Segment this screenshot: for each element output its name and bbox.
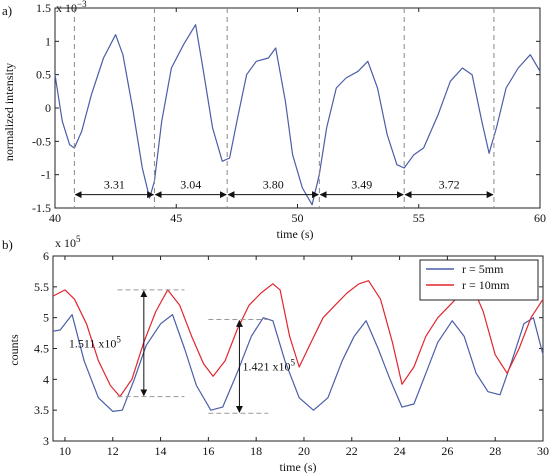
- y-tick-label: 5.5: [34, 280, 49, 294]
- x-tick-label: 55: [413, 211, 425, 225]
- y-tick-label: 0: [45, 101, 51, 115]
- panel-a-plot-area: 40 45 50 55 60 -1.5 -1 -0.5 0 0.5 1 1.5 3.31 3.04 3.80…: [32, 1, 546, 225]
- x-tick-label: 18: [250, 444, 262, 458]
- y-tick-label: 6: [43, 249, 49, 263]
- y-tick-label: 3: [43, 434, 49, 448]
- series-line-0: [52, 314, 544, 412]
- x-tick-label: 26: [441, 444, 453, 458]
- x-tick-label: 45: [170, 211, 182, 225]
- x-tick-label: 30: [537, 444, 549, 458]
- range-label: 1.421 x105: [242, 357, 295, 373]
- x-tick-label: 22: [346, 444, 358, 458]
- interval-label: 3.04: [180, 178, 201, 192]
- panel-a-label: a): [2, 3, 12, 18]
- panel-b-label: b): [2, 237, 13, 252]
- x-tick-label: 24: [394, 444, 406, 458]
- x-tick-label: 20: [298, 444, 310, 458]
- x-tick-label: 10: [59, 444, 71, 458]
- x-tick-label: 50: [292, 211, 304, 225]
- y-tick-label: 1.5: [36, 1, 51, 15]
- legend-box: [419, 259, 539, 301]
- interval-label: 3.49: [351, 178, 372, 192]
- y-tick-label: 4: [43, 372, 49, 386]
- y-tick-label: 0.5: [36, 68, 51, 82]
- y-tick-label: -0.5: [32, 134, 51, 148]
- x-tick-label: 12: [107, 444, 119, 458]
- legend: r = 5mm r = 10mm: [419, 259, 539, 301]
- panel-a-xlabel: time (s): [277, 227, 314, 241]
- interval-label: 3.31: [104, 178, 125, 192]
- interval-label: 3.72: [439, 178, 460, 192]
- panel-b-ylabel: counts: [7, 334, 21, 366]
- range-label: 1.511 x105: [69, 334, 122, 350]
- y-tick-label: 4.5: [34, 342, 49, 356]
- x-tick-label: 28: [489, 444, 501, 458]
- plot-frame: [54, 7, 541, 209]
- y-tick-label: -1: [41, 168, 51, 182]
- x-tick-label: 60: [534, 211, 546, 225]
- y-tick-label: -1.5: [32, 201, 51, 215]
- interval-label: 3.80: [263, 178, 284, 192]
- svg-text:normalized intensity: normalized intensity: [2, 63, 16, 161]
- x-tick-label: 40: [49, 211, 61, 225]
- x-tick-label: 14: [155, 444, 167, 458]
- panel-b-xlabel: time (s): [280, 460, 317, 473]
- panel-b: b) x 105 counts time (s) 10 12 14 16 18 20 22 2…: [2, 234, 549, 473]
- panel-a: a) x 10−3 normalized intensity time (s) …: [2, 0, 546, 241]
- panel-b-plot-area: 10 12 14 16 18 20 22 24 26 28 30 3 3.5 4 4.5 5 5.5 6 1.511…: [34, 249, 549, 458]
- panel-a-ylabel: normalized intensity: [2, 63, 16, 161]
- series-line-0: [54, 24, 541, 206]
- legend-label-1: r = 10mm: [462, 278, 510, 292]
- legend-label-0: r = 5mm: [462, 262, 504, 276]
- y-tick-label: 1: [45, 34, 51, 48]
- y-tick-label: 5: [43, 311, 49, 325]
- panel-b-exponent: x 105: [55, 234, 81, 250]
- x-tick-label: 16: [202, 444, 214, 458]
- y-tick-label: 3.5: [34, 403, 49, 417]
